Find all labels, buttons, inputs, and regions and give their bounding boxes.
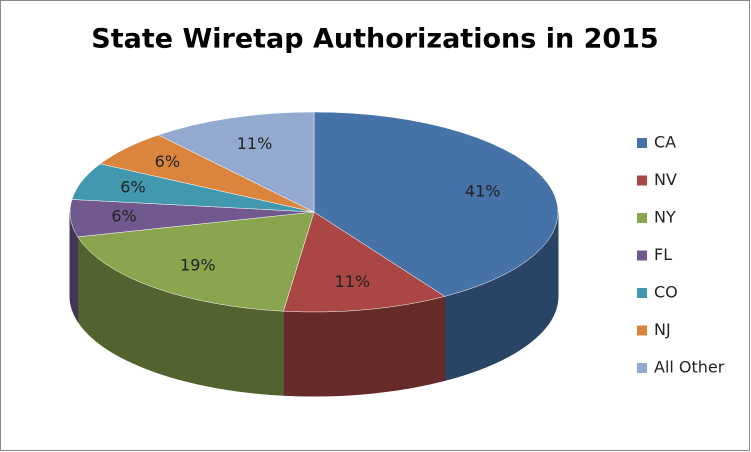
legend-label: CO [654,283,678,302]
legend-swatch [637,325,647,336]
legend-label: FL [654,245,672,264]
chart-title: State Wiretap Authorizations in 2015 [91,24,658,55]
slice [157,111,315,213]
data-label: 6% [155,152,180,171]
data-label: 11% [237,134,273,153]
legend-swatch [637,213,647,223]
data-label: 6% [120,177,145,196]
legend-swatch [637,138,647,148]
slice [283,211,446,313]
legend-label: All Other [654,358,725,377]
slice [77,211,315,312]
legend-swatch [637,363,647,373]
legend-label: CA [654,133,676,152]
legend-label: NJ [654,320,671,339]
legend-label: NV [654,170,677,189]
legend-swatch [637,250,647,261]
legend-label: NY [654,208,676,227]
data-label: 11% [335,272,371,291]
data-label: 6% [111,206,136,225]
slice [313,111,559,297]
data-label: 19% [180,256,216,275]
legend-swatch [637,288,647,298]
legend-swatch [637,175,647,186]
data-label: 41% [465,181,501,200]
